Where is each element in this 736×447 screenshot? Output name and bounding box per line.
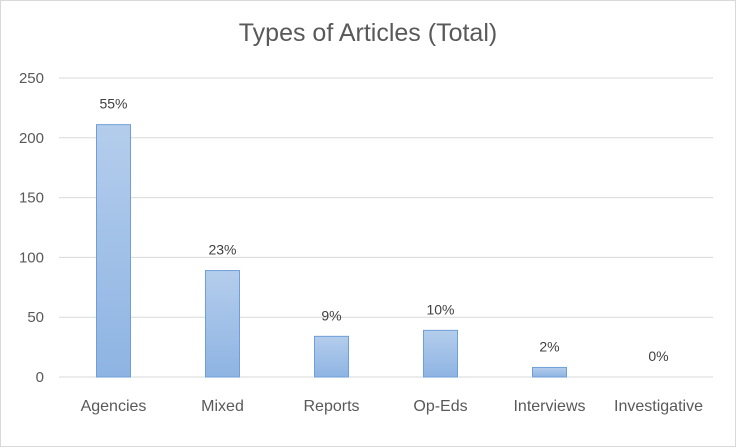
y-tick-label: 200	[19, 130, 44, 147]
data-label-interviews: 2%	[539, 338, 559, 354]
data-label-op-eds: 10%	[426, 301, 454, 317]
bar-reports	[314, 335, 349, 378]
category-label-mixed: Mixed	[201, 398, 244, 415]
y-tick-label: 250	[19, 70, 44, 87]
category-label-agencies: Agencies	[81, 398, 147, 415]
category-label-reports: Reports	[303, 398, 359, 415]
bar-op-eds	[423, 329, 458, 378]
chart-title: Types of Articles (Total)	[238, 19, 498, 47]
y-tick-label: 0	[36, 369, 44, 386]
bar-mixed	[205, 270, 240, 378]
y-axis-ticks: 0 50 100 150 200 250	[19, 70, 44, 386]
data-labels: 55% 23% 9% 10% 2% 0%	[99, 96, 668, 364]
bar-interviews	[532, 366, 567, 378]
x-axis-categories: Agencies Mixed Reports Op-Eds Interviews Inve…	[81, 398, 703, 415]
y-tick-label: 50	[27, 309, 44, 326]
bars	[96, 124, 567, 378]
y-tick-label: 100	[19, 249, 44, 266]
gridlines	[59, 77, 713, 378]
category-label-op-eds: Op-Eds	[413, 398, 467, 415]
category-label-investigative: Investigative	[614, 398, 703, 415]
data-label-reports: 9%	[321, 307, 341, 323]
data-label-agencies: 55%	[99, 96, 127, 112]
bar-agencies	[96, 124, 131, 378]
data-label-investigative: 0%	[648, 348, 668, 364]
data-label-mixed: 23%	[208, 242, 236, 258]
category-label-interviews: Interviews	[513, 398, 585, 415]
y-tick-label: 150	[19, 190, 44, 207]
